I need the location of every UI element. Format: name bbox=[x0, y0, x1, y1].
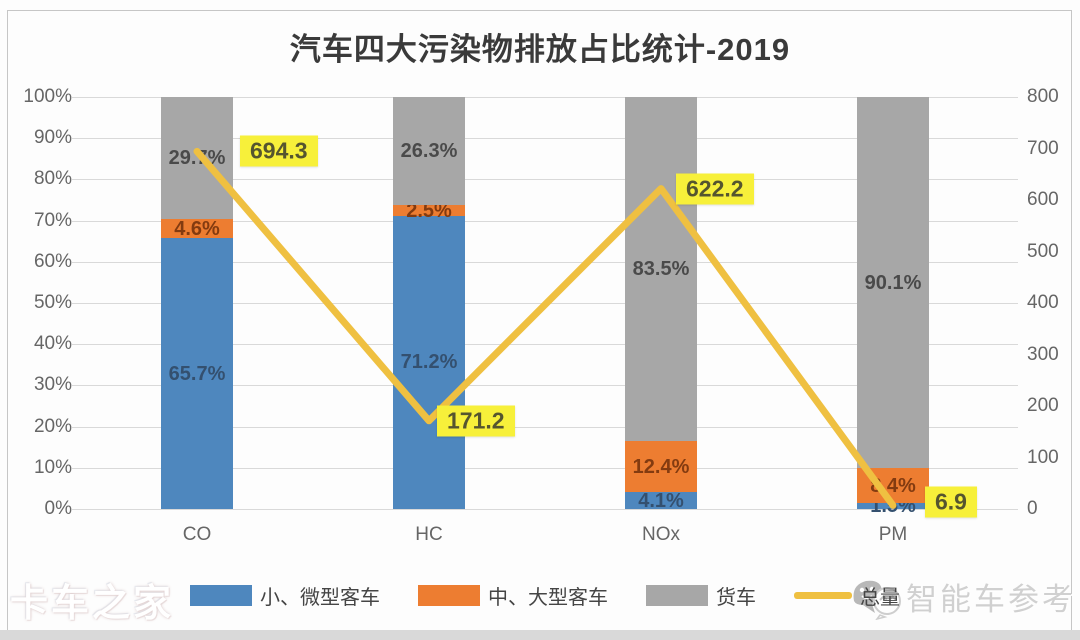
watermark-zhinengche-cankao: 智能车参考 bbox=[906, 581, 1076, 617]
right-axis-tick-label: 100 bbox=[1027, 446, 1059, 468]
legend: 小、微型客车 中、大型客车 货车 总量 bbox=[81, 581, 1009, 610]
bar-segment: 4.1% bbox=[625, 489, 697, 512]
watermark-right: 智能车参考 bbox=[849, 572, 1076, 620]
category-label-PM: PM bbox=[878, 524, 908, 545]
total-value-label: 622.2 bbox=[676, 173, 754, 205]
segment-value-label: 83.5% bbox=[632, 258, 690, 281]
legend-item-总量: 总量 bbox=[794, 581, 900, 610]
legend-label: 总量 bbox=[860, 587, 900, 609]
total-value-label: 171.2 bbox=[437, 405, 515, 437]
left-axis-tick-label: 0% bbox=[44, 498, 72, 519]
plot-area: 65.7% 4.6% 29.7% 71.2% 2.5% 26.3% 4.1% 12.4% 83.… bbox=[72, 97, 1018, 518]
left-axis-tick-label: 10% bbox=[33, 456, 72, 478]
total-value-label: 694.3 bbox=[240, 135, 318, 167]
chart-title: 汽车四大污染物排放占比统计-2019 bbox=[289, 32, 791, 67]
legend-swatch bbox=[646, 585, 708, 606]
bar-segment: 90.1% bbox=[857, 97, 929, 469]
bar-HC: 71.2% 2.5% 26.3% bbox=[393, 97, 465, 509]
legend-item-货车: 货车 bbox=[646, 581, 756, 610]
right-axis-tick-label: 800 bbox=[1027, 86, 1059, 107]
chat-bubbles-logo bbox=[853, 580, 901, 620]
left-axis-tick-label: 70% bbox=[33, 209, 72, 231]
right-axis-tick-label: 0 bbox=[1027, 498, 1038, 519]
bar-segment: 4.6% bbox=[161, 217, 233, 240]
legend-item-中、大型客车: 中、大型客车 bbox=[418, 581, 608, 610]
gridline bbox=[72, 509, 1018, 510]
segment-value-label: 26.3% bbox=[400, 140, 458, 163]
legend-label: 小、微型客车 bbox=[260, 587, 380, 609]
segment-value-label: 71.2% bbox=[400, 351, 458, 374]
left-axis-tick-label: 60% bbox=[33, 250, 72, 272]
gridline bbox=[72, 138, 1018, 140]
segment-value-label: 4.1% bbox=[638, 489, 684, 512]
segment-value-label: 90.1% bbox=[864, 271, 922, 294]
segment-value-label: 12.4% bbox=[632, 455, 690, 478]
right-axis-tick-label: 400 bbox=[1027, 292, 1059, 313]
left-axis-tick-label: 100% bbox=[23, 86, 72, 107]
bar-segment: 12.4% bbox=[625, 441, 697, 493]
bar-NOx: 4.1% 12.4% 83.5% bbox=[625, 97, 697, 512]
bar-CO: 65.7% 4.6% 29.7% bbox=[161, 97, 233, 509]
category-label-HC: HC bbox=[415, 524, 443, 545]
category-label-CO: CO bbox=[182, 524, 212, 545]
segment-value-label: 29.7% bbox=[168, 147, 226, 170]
bar-segment: 83.5% bbox=[625, 97, 697, 442]
right-axis-tick-label: 300 bbox=[1027, 343, 1059, 365]
left-axis-tick-label: 80% bbox=[33, 168, 72, 190]
legend-line-swatch bbox=[794, 592, 852, 599]
segment-value-label: 4.6% bbox=[174, 217, 220, 240]
bar-segment: 29.7% bbox=[161, 97, 233, 220]
bar-PM: 1.5% 8.4% 90.1% bbox=[857, 97, 929, 516]
legend-swatch bbox=[190, 585, 252, 606]
watermark-kache-zhijia: 卡车之家 bbox=[10, 583, 175, 625]
bar-segment: 26.3% bbox=[393, 97, 465, 206]
segment-value-label: 65.7% bbox=[168, 362, 226, 385]
bar-segment: 1.5% bbox=[857, 496, 929, 516]
left-axis-tick-label: 30% bbox=[33, 374, 72, 396]
bar-segment: 2.5% bbox=[393, 201, 465, 221]
left-axis-tick-label: 40% bbox=[33, 333, 72, 355]
left-axis-tick-label: 90% bbox=[33, 127, 72, 149]
legend-swatch bbox=[418, 585, 480, 606]
segment-value-label: 8.4% bbox=[870, 474, 916, 497]
right-axis-tick-label: 600 bbox=[1027, 189, 1059, 210]
right-axis-tick-label: 500 bbox=[1027, 240, 1059, 262]
bar-segment: 8.4% bbox=[857, 468, 929, 503]
bar-segment: 65.7% bbox=[161, 238, 233, 509]
left-axis-tick-label: 50% bbox=[33, 292, 72, 313]
legend-label: 货车 bbox=[716, 587, 756, 609]
right-axis-tick-label: 200 bbox=[1027, 395, 1059, 416]
bar-segment: 71.2% bbox=[393, 215, 465, 509]
legend-item-小、微型客车: 小、微型客车 bbox=[190, 581, 380, 610]
right-axis-tick-label: 700 bbox=[1027, 137, 1059, 159]
gridline bbox=[72, 97, 1018, 98]
category-label-NOx: NOx bbox=[642, 524, 680, 545]
legend-label: 中、大型客车 bbox=[488, 587, 608, 609]
total-value-label: 6.9 bbox=[925, 486, 977, 518]
left-axis-tick-label: 20% bbox=[33, 415, 72, 437]
bottom-gray-band bbox=[0, 630, 1080, 640]
